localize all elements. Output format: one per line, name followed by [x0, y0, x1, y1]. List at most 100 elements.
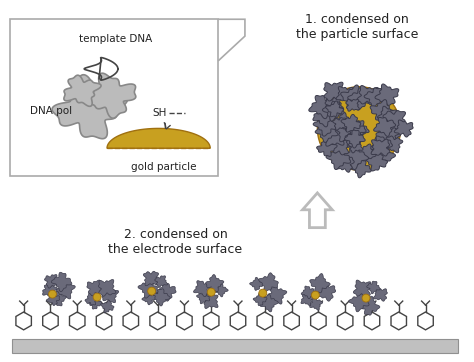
Polygon shape [302, 193, 332, 228]
Polygon shape [142, 292, 155, 305]
Polygon shape [253, 293, 267, 306]
Polygon shape [45, 275, 59, 288]
Polygon shape [206, 275, 224, 292]
Polygon shape [345, 133, 361, 147]
Polygon shape [88, 296, 102, 309]
Polygon shape [315, 123, 338, 143]
Polygon shape [143, 271, 158, 286]
Polygon shape [357, 144, 376, 161]
Polygon shape [341, 114, 361, 132]
Polygon shape [335, 113, 353, 129]
Polygon shape [351, 160, 371, 178]
Polygon shape [102, 287, 118, 303]
Text: template DNA: template DNA [79, 34, 153, 44]
Polygon shape [345, 130, 365, 148]
Polygon shape [156, 282, 176, 301]
Polygon shape [384, 136, 403, 153]
Polygon shape [341, 145, 368, 169]
Polygon shape [359, 296, 380, 315]
Circle shape [48, 290, 56, 298]
Circle shape [207, 288, 215, 296]
Polygon shape [107, 129, 210, 148]
Polygon shape [333, 118, 347, 130]
Polygon shape [374, 117, 396, 136]
Polygon shape [193, 281, 211, 296]
Polygon shape [317, 138, 337, 156]
Polygon shape [56, 281, 75, 299]
Polygon shape [326, 147, 351, 169]
Polygon shape [138, 279, 158, 298]
Polygon shape [346, 100, 359, 111]
Circle shape [318, 87, 401, 170]
Polygon shape [46, 293, 59, 306]
Polygon shape [325, 97, 344, 113]
Polygon shape [301, 294, 313, 306]
Polygon shape [349, 121, 369, 138]
Polygon shape [330, 136, 350, 155]
Polygon shape [43, 283, 57, 298]
Polygon shape [349, 292, 369, 312]
Circle shape [259, 289, 267, 297]
Polygon shape [346, 121, 366, 139]
Polygon shape [155, 276, 167, 287]
Polygon shape [152, 289, 170, 306]
Text: SH: SH [153, 108, 167, 118]
Circle shape [148, 287, 155, 295]
Polygon shape [250, 277, 264, 290]
Polygon shape [348, 140, 363, 153]
Polygon shape [347, 88, 373, 110]
Polygon shape [313, 107, 336, 127]
Polygon shape [260, 295, 278, 312]
Polygon shape [326, 101, 344, 117]
Polygon shape [365, 151, 388, 171]
Polygon shape [336, 87, 354, 102]
Polygon shape [357, 85, 379, 105]
Polygon shape [370, 100, 395, 122]
Polygon shape [301, 286, 315, 299]
Polygon shape [197, 291, 210, 304]
Text: DNA pol: DNA pol [29, 106, 72, 115]
Polygon shape [364, 88, 387, 108]
Polygon shape [51, 291, 66, 306]
Polygon shape [309, 96, 336, 119]
Polygon shape [367, 281, 380, 294]
Polygon shape [100, 300, 114, 312]
Polygon shape [52, 75, 128, 139]
Text: 1. condensed on
the particle surface: 1. condensed on the particle surface [296, 13, 418, 41]
Polygon shape [370, 136, 392, 156]
Polygon shape [268, 286, 287, 304]
Polygon shape [313, 114, 338, 136]
Polygon shape [64, 75, 101, 106]
Text: 2. condensed on
the electrode surface: 2. condensed on the electrode surface [109, 228, 243, 256]
Polygon shape [378, 106, 397, 123]
Polygon shape [87, 280, 103, 296]
Polygon shape [324, 82, 345, 101]
Polygon shape [350, 127, 365, 141]
Polygon shape [317, 283, 336, 301]
Polygon shape [85, 293, 98, 305]
Polygon shape [51, 272, 72, 292]
Polygon shape [394, 120, 413, 137]
Polygon shape [383, 110, 406, 131]
Text: gold particle: gold particle [131, 162, 196, 172]
Polygon shape [259, 273, 278, 292]
FancyBboxPatch shape [12, 339, 458, 353]
Polygon shape [310, 274, 330, 293]
Polygon shape [375, 123, 401, 147]
Polygon shape [310, 298, 323, 310]
Polygon shape [368, 142, 395, 166]
Polygon shape [82, 73, 136, 118]
Circle shape [362, 294, 370, 302]
Polygon shape [341, 85, 368, 109]
Polygon shape [378, 117, 404, 140]
Circle shape [311, 291, 319, 299]
FancyBboxPatch shape [10, 19, 218, 176]
Polygon shape [203, 294, 218, 308]
Polygon shape [336, 156, 354, 172]
Polygon shape [371, 139, 390, 156]
Circle shape [93, 293, 101, 301]
Polygon shape [336, 123, 356, 142]
Polygon shape [322, 101, 345, 121]
Polygon shape [214, 284, 228, 297]
Polygon shape [374, 288, 387, 301]
